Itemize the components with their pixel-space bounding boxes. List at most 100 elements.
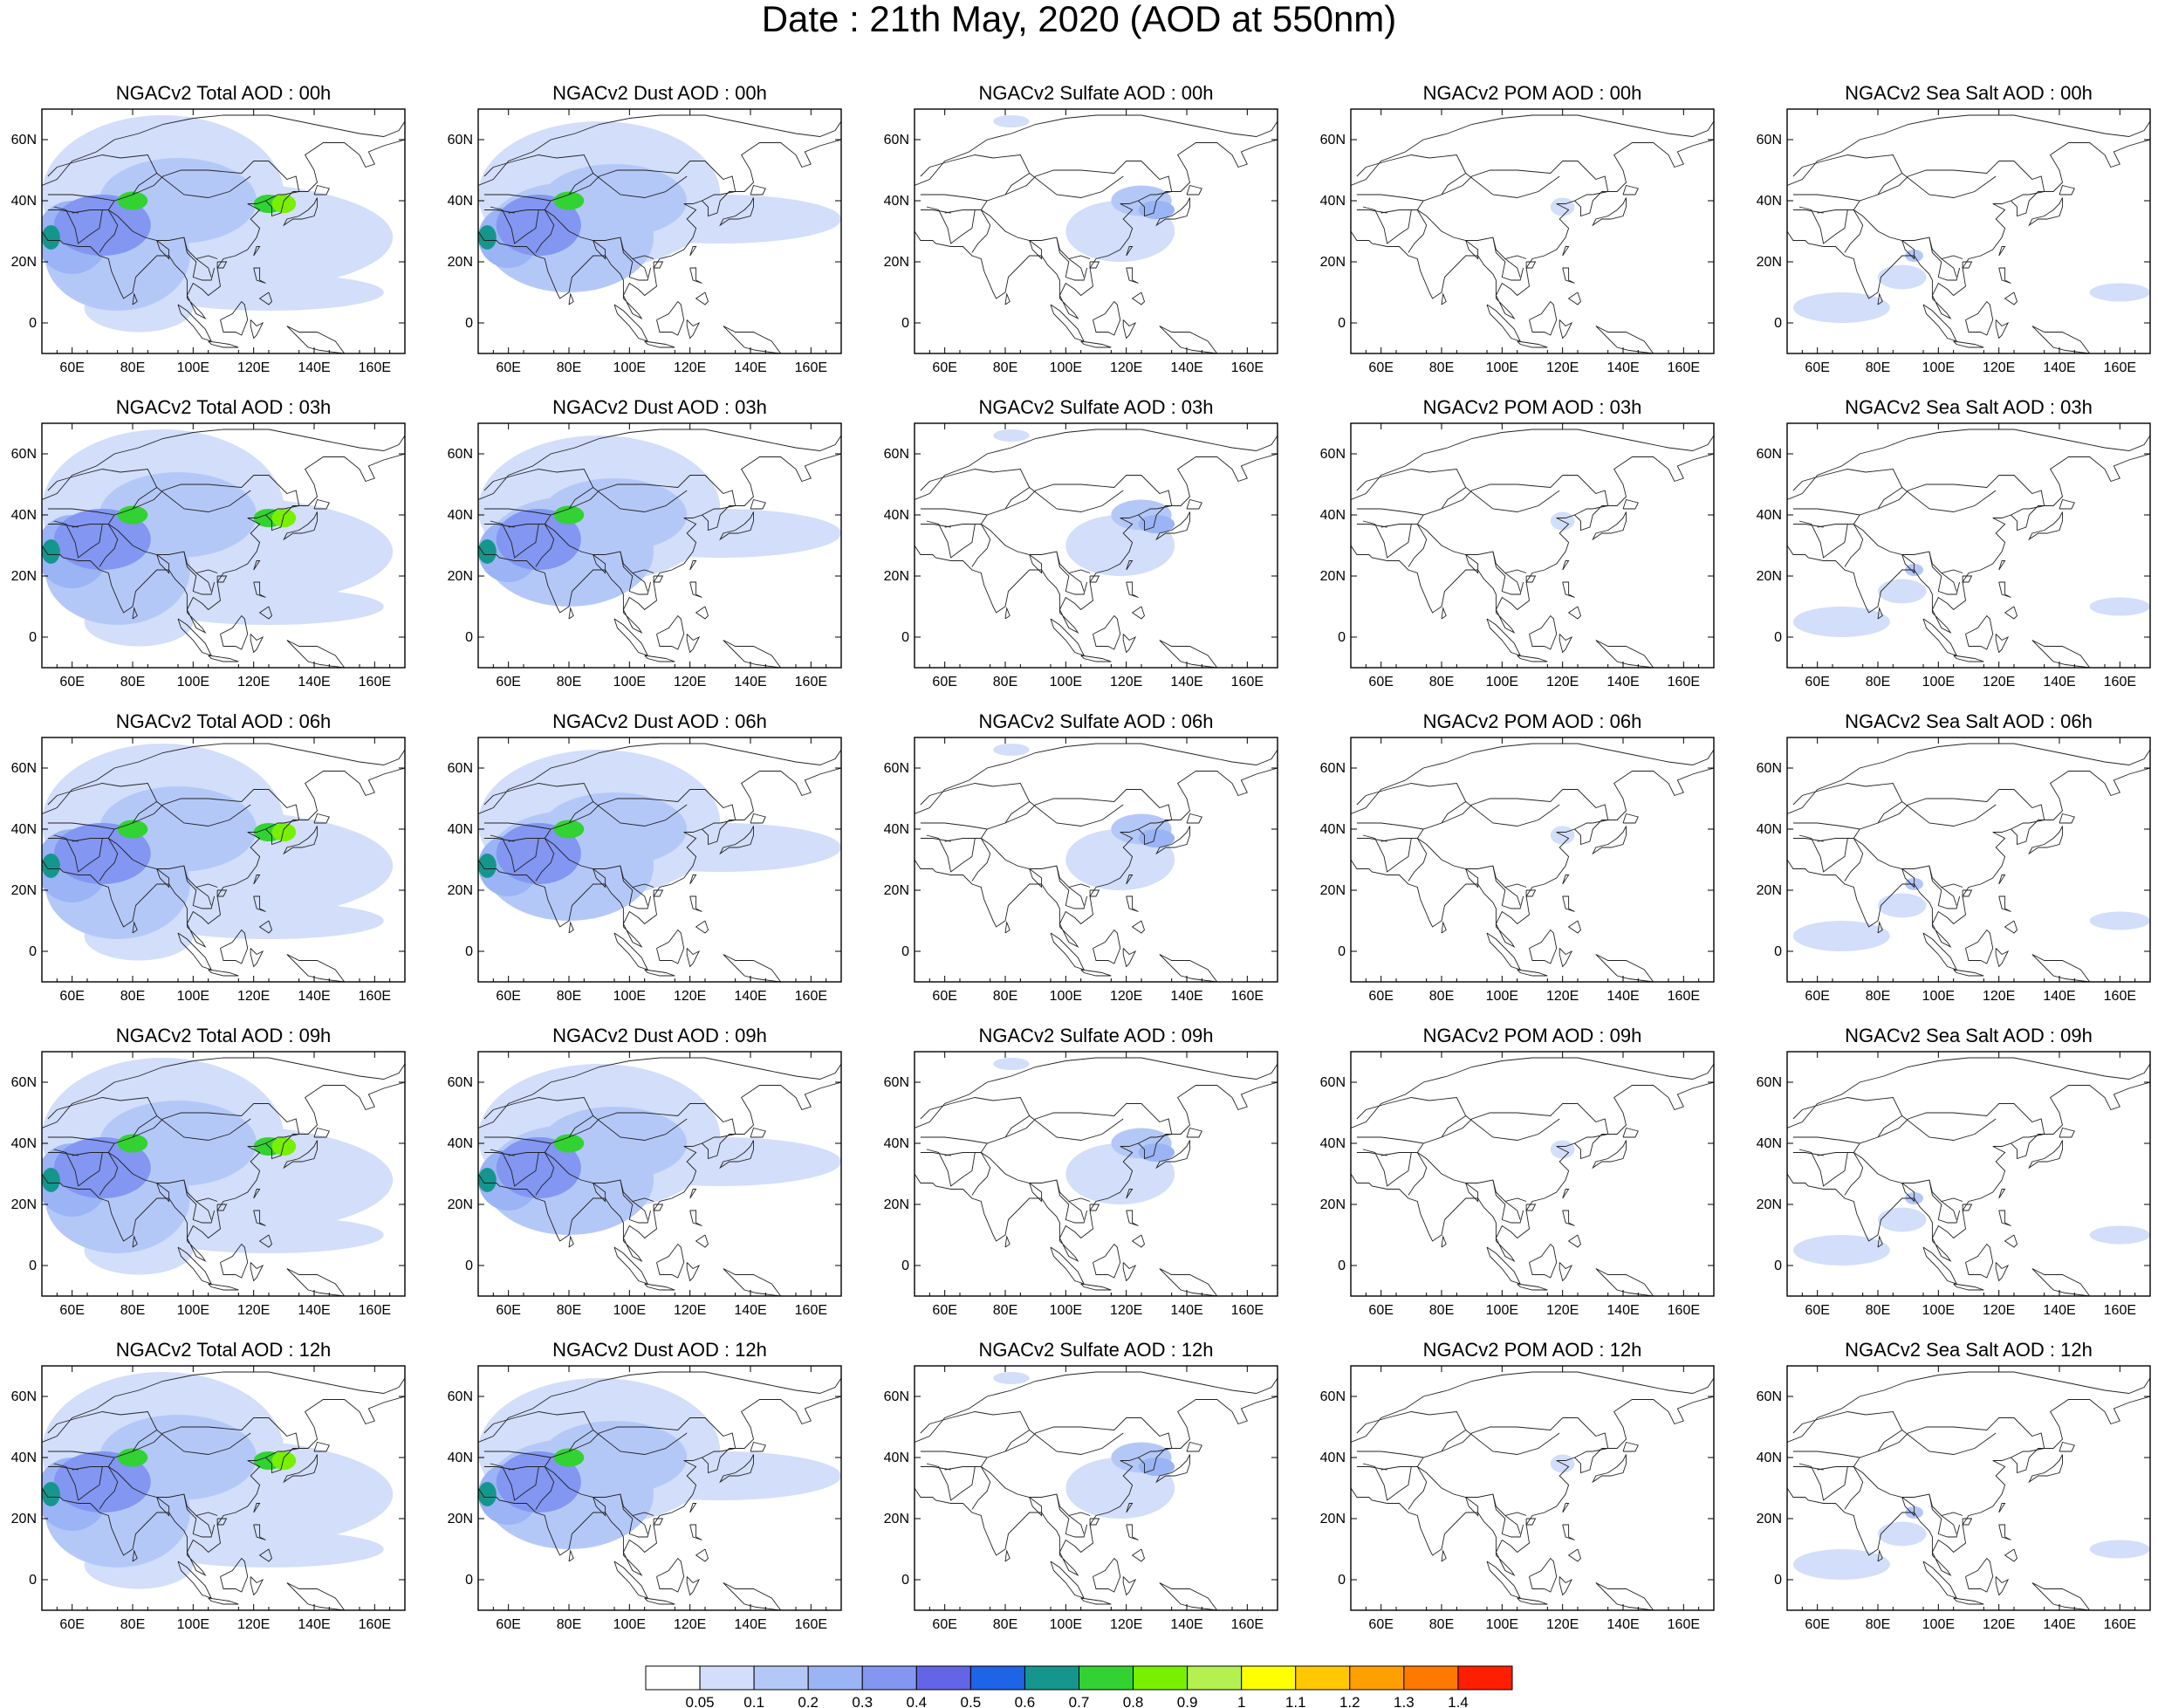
coastline: [1562, 1503, 1570, 1513]
lat-tick-label: 20N: [448, 1197, 473, 1212]
coastline: [1953, 655, 1984, 662]
coastline: [253, 560, 261, 571]
aod-field: [478, 114, 841, 353]
coastline: [971, 1466, 991, 1510]
coastline: [483, 1411, 594, 1452]
coastline: [1998, 267, 2011, 284]
coastline: [286, 954, 346, 982]
map-panel: 60E 80E 100E 120E 140E 160E 0 20N 40N 60N NGACv2 P…: [1320, 1025, 1715, 1318]
lat-tick-label: 60N: [448, 761, 473, 776]
coastline: [1995, 319, 2010, 340]
coastline: [1817, 209, 1963, 259]
lat-tick-label: 20N: [11, 1197, 37, 1212]
coastline: [478, 429, 841, 545]
coastline: [1029, 1430, 1124, 1455]
coastline: [483, 1466, 515, 1471]
coastline: [1922, 932, 1957, 971]
coastline: [1122, 1576, 1137, 1596]
lon-tick-label: 60E: [1805, 1303, 1829, 1318]
lat-tick-label: 0: [1774, 1573, 1782, 1588]
coastline: [689, 560, 697, 571]
coastline: [1465, 1497, 1479, 1517]
coastline: [1380, 1466, 1527, 1516]
coastline: [1089, 261, 1100, 269]
coastline: [632, 887, 648, 906]
lat-tick-label: 60N: [1320, 1389, 1346, 1404]
coastline: [1492, 1493, 1524, 1538]
coastline: [1362, 206, 1412, 244]
lon-tick-label: 80E: [993, 1617, 1017, 1632]
lat-tick-label: 20N: [448, 255, 473, 270]
map-frame: [41, 737, 406, 983]
coastline: [478, 139, 841, 319]
coastline: [1351, 1057, 1714, 1174]
aod-region: [42, 539, 60, 564]
coastline: [1574, 822, 1593, 830]
lon-tick-label: 140E: [734, 1303, 766, 1318]
coastline: [265, 822, 284, 830]
lat-tick-label: 20N: [1757, 255, 1782, 270]
coastline: [42, 1371, 405, 1488]
coastline: [253, 267, 266, 284]
lon-tick-label: 80E: [1429, 1303, 1454, 1318]
coastline: [1029, 240, 1043, 260]
aod-region: [1138, 829, 1175, 847]
aod-field: [915, 429, 1278, 668]
coastline: [1029, 801, 1124, 827]
coastline: [2059, 1127, 2075, 1138]
coastline: [915, 114, 1278, 231]
coastline: [250, 948, 264, 968]
coastline: [1492, 1179, 1524, 1224]
aod-region: [553, 1448, 585, 1467]
coastline: [1792, 838, 1824, 842]
coastline: [1877, 921, 1883, 934]
lon-tick-label: 100E: [1922, 989, 1955, 1004]
lon-tick-label: 120E: [1546, 675, 1579, 689]
coastline: [208, 969, 239, 977]
coastline: [1441, 1235, 1447, 1248]
coastline: [1928, 1493, 1961, 1538]
coastline: [535, 524, 555, 567]
coastline: [1559, 1576, 1573, 1596]
coastline: [1953, 1597, 1984, 1605]
coastline: [1068, 1201, 1085, 1220]
aod-field: [1787, 743, 2150, 982]
coastline: [183, 551, 216, 595]
map-frame: [477, 1365, 842, 1611]
coastline: [72, 1152, 218, 1202]
coastline: [2011, 822, 2030, 830]
aod-region: [42, 225, 60, 250]
lon-tick-label: 100E: [613, 1303, 646, 1318]
coastline: [47, 524, 79, 528]
lat-tick-label: 40N: [11, 194, 37, 209]
map-background: [1351, 423, 1714, 668]
aod-field: [478, 743, 841, 982]
coastline: [1356, 1097, 1467, 1138]
coastline: [2004, 920, 2018, 934]
coastline: [195, 1201, 212, 1220]
coastline: [944, 209, 1091, 259]
coastline: [1529, 929, 1558, 964]
coastline: [1351, 453, 1714, 634]
lon-tick-label: 60E: [1368, 1303, 1393, 1318]
coastline: [483, 209, 515, 214]
lon-tick-label: 160E: [359, 360, 391, 375]
coastline: [2028, 1454, 2063, 1484]
map-panel: 60E 80E 100E 120E 140E 160E 0 20N 40N 60N NGACv2 P…: [1320, 1339, 1715, 1632]
coastline: [1574, 1451, 1593, 1458]
coastline: [99, 209, 119, 253]
coastline: [53, 834, 103, 873]
lon-tick-label: 120E: [674, 1617, 706, 1632]
coastline: [620, 865, 652, 909]
coastline: [220, 1243, 249, 1279]
coastline: [568, 1235, 574, 1248]
coastline: [1525, 1518, 1537, 1526]
colorbar-swatch: [1024, 1665, 1079, 1691]
lat-tick-label: 40N: [1757, 508, 1782, 523]
map-frame: [1786, 108, 2151, 354]
coastline: [1465, 1183, 1479, 1203]
coastline: [1798, 520, 1848, 559]
aod-region: [1138, 201, 1175, 219]
lat-tick-label: 40N: [1757, 194, 1782, 209]
coastline: [195, 573, 212, 592]
